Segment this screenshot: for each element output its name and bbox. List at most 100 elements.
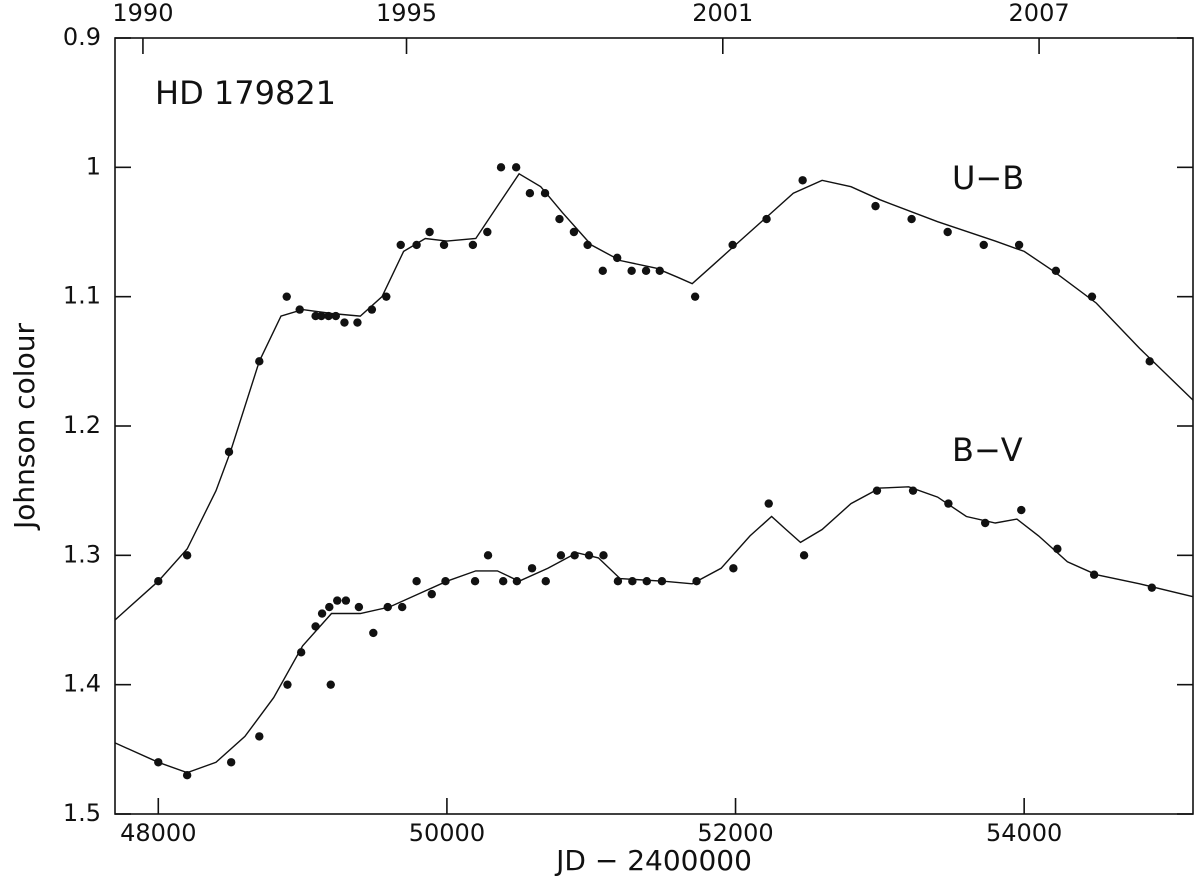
data-point: [570, 551, 579, 560]
y-tick-label: 1.5: [63, 799, 101, 827]
data-point: [980, 518, 990, 528]
data-point: [483, 227, 492, 237]
data-point: [354, 602, 364, 612]
data-point: [282, 292, 291, 301]
data-point: [324, 311, 333, 321]
data-point: [369, 628, 378, 638]
data-point: [340, 318, 349, 327]
data-point: [1145, 357, 1154, 366]
data-point: [628, 577, 637, 586]
data-point: [439, 240, 449, 250]
data-point: [367, 305, 377, 314]
data-point: [224, 447, 234, 457]
data-point: [296, 648, 306, 657]
data-point: [333, 596, 342, 605]
series-label: B−V: [952, 431, 1023, 469]
data-point: [871, 201, 880, 211]
data-point: [295, 305, 304, 314]
data-point: [690, 292, 700, 301]
data-point: [613, 577, 623, 586]
data-point: [556, 551, 566, 560]
y-tick-label: 1: [86, 152, 101, 180]
data-point: [383, 602, 392, 612]
data-point: [353, 318, 362, 327]
data-point: [525, 189, 535, 198]
data-point: [255, 732, 264, 741]
data-point: [441, 577, 450, 586]
data-point: [1087, 292, 1097, 301]
data-point: [540, 189, 550, 198]
data-point: [396, 240, 405, 250]
data-point: [331, 311, 340, 321]
data-point: [907, 214, 916, 224]
data-point: [341, 596, 351, 605]
data-point: [527, 564, 537, 573]
x-tick-label: 50000: [409, 819, 485, 847]
data-point: [613, 253, 622, 263]
data-point: [427, 589, 436, 599]
data-point: [583, 240, 592, 250]
data-point: [1089, 570, 1099, 579]
data-point: [412, 577, 421, 586]
data-point: [1014, 240, 1024, 250]
data-point: [692, 577, 701, 586]
data-point: [470, 577, 480, 586]
series-label: U−B: [952, 159, 1024, 197]
data-point: [728, 240, 737, 250]
data-point: [798, 176, 807, 185]
fit-curve: [114, 172, 1194, 621]
y-axis-label: Johnson colour: [8, 323, 41, 531]
data-point: [511, 163, 521, 172]
x2-tick-label: 1990: [112, 0, 173, 27]
data-point: [397, 602, 407, 612]
data-point: [642, 577, 651, 586]
y-tick-label: 1.4: [63, 670, 101, 698]
data-point: [799, 551, 809, 560]
data-point: [182, 551, 192, 560]
y-tick-label: 0.9: [63, 23, 101, 51]
x-tick-label: 52000: [697, 819, 773, 847]
data-point: [498, 577, 508, 586]
data-point: [569, 227, 579, 237]
data-point: [382, 292, 391, 301]
x-tick-label: 48000: [120, 819, 196, 847]
data-point: [729, 564, 738, 573]
data-point: [317, 311, 326, 321]
data-point: [468, 240, 478, 250]
data-point: [317, 609, 327, 618]
data-point: [655, 266, 664, 275]
x2-tick-label: 2007: [1009, 0, 1070, 27]
data-point: [154, 758, 163, 767]
x2-tick-label: 1995: [376, 0, 437, 27]
data-point: [283, 680, 292, 689]
data-point: [325, 602, 334, 612]
data-point: [182, 771, 192, 780]
plot-frame: [114, 37, 1194, 815]
x-axis-label: JD − 2400000: [554, 844, 752, 877]
data-point: [255, 357, 264, 366]
data-point: [944, 499, 953, 508]
data-point: [1147, 583, 1157, 592]
x2-tick-label: 2001: [692, 0, 753, 27]
data-point: [512, 577, 522, 586]
data-point: [496, 163, 506, 172]
data-point: [226, 758, 236, 767]
data-point: [154, 577, 163, 586]
data-point: [555, 214, 564, 224]
data-point: [908, 486, 918, 495]
fit-curve: [114, 486, 1194, 774]
data-point: [425, 227, 434, 237]
data-point: [412, 240, 421, 250]
data-point: [1053, 544, 1062, 554]
data-point: [764, 499, 773, 508]
data-point: [627, 266, 636, 275]
data-point: [483, 551, 493, 560]
data-point: [311, 311, 320, 321]
x-tick-label: 54000: [986, 819, 1062, 847]
data-point: [311, 622, 320, 631]
data-point: [326, 680, 335, 689]
annotation: HD 179821: [155, 74, 336, 112]
y-tick-label: 1.2: [63, 411, 101, 439]
data-point: [657, 577, 667, 586]
